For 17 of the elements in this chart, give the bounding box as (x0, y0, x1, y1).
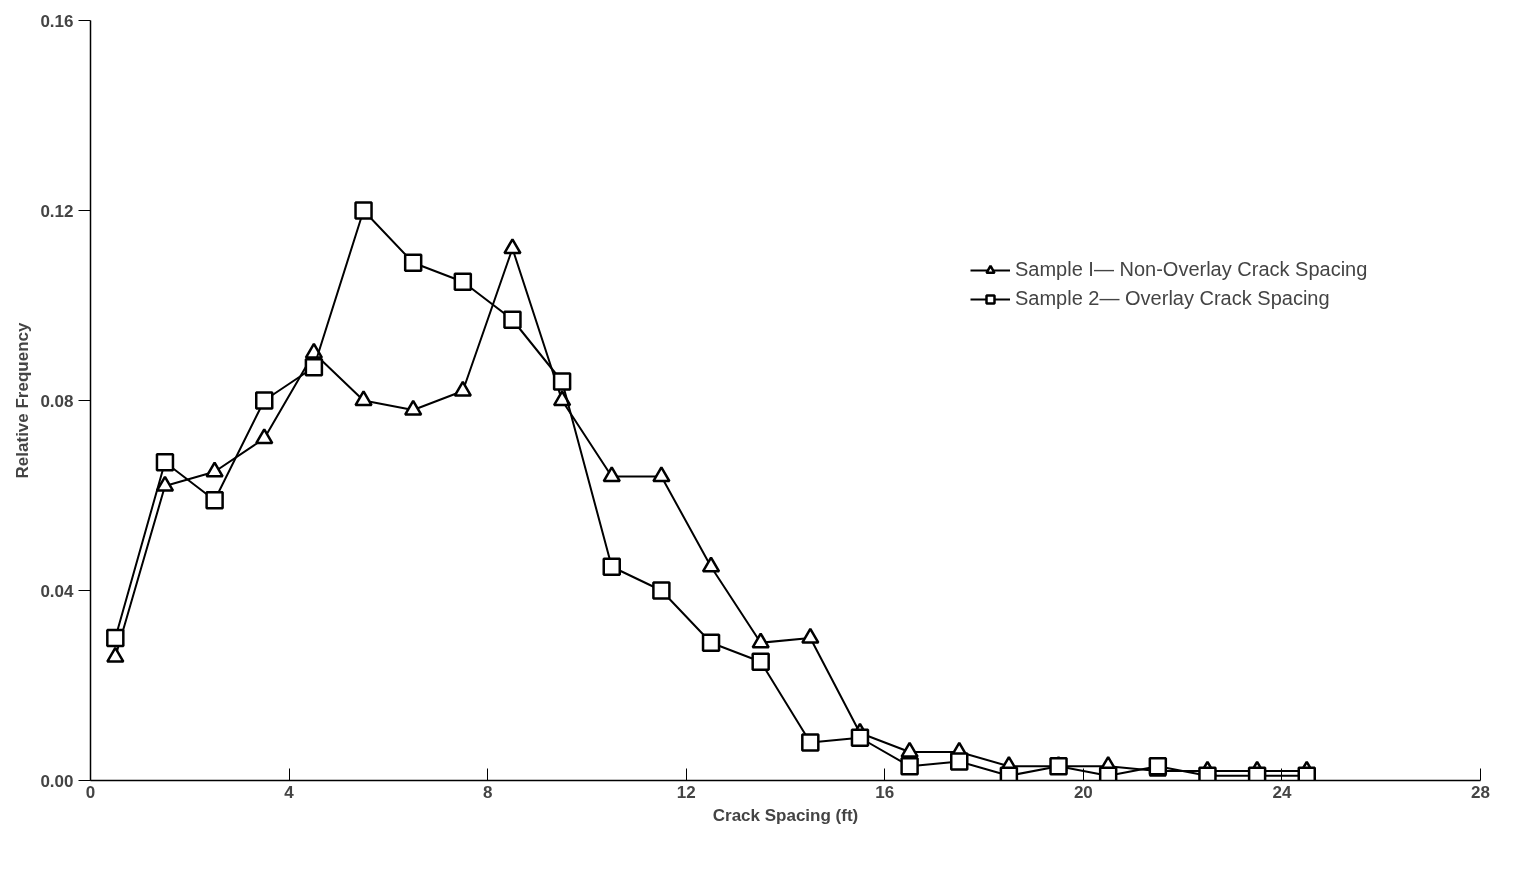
x-tick-label: 24 (1272, 782, 1292, 802)
y-tick-label: 0.16 (40, 11, 74, 31)
y-axis-title: Relative Frequency (13, 322, 33, 479)
x-tick-label: 28 (1471, 782, 1490, 802)
x-tick-label: 12 (676, 782, 696, 802)
y-tick-label: 0.00 (40, 771, 74, 791)
legend-label: Sample I— Non-Overlay Crack Spacing (1015, 258, 1368, 281)
x-tick-label: 20 (1073, 782, 1093, 802)
y-tick-label: 0.04 (40, 581, 75, 601)
x-tick-label: 4 (284, 782, 295, 802)
y-tick-label: 0.08 (40, 391, 74, 411)
y-tick-label: 0.12 (40, 201, 74, 221)
legend-label: Sample 2— Overlay Crack Spacing (1015, 287, 1330, 310)
x-tick-label: 0 (85, 782, 96, 802)
x-axis-title: Crack Spacing (ft) (712, 805, 859, 825)
x-tick-label: 16 (875, 782, 895, 802)
x-tick-label: 8 (482, 782, 493, 802)
